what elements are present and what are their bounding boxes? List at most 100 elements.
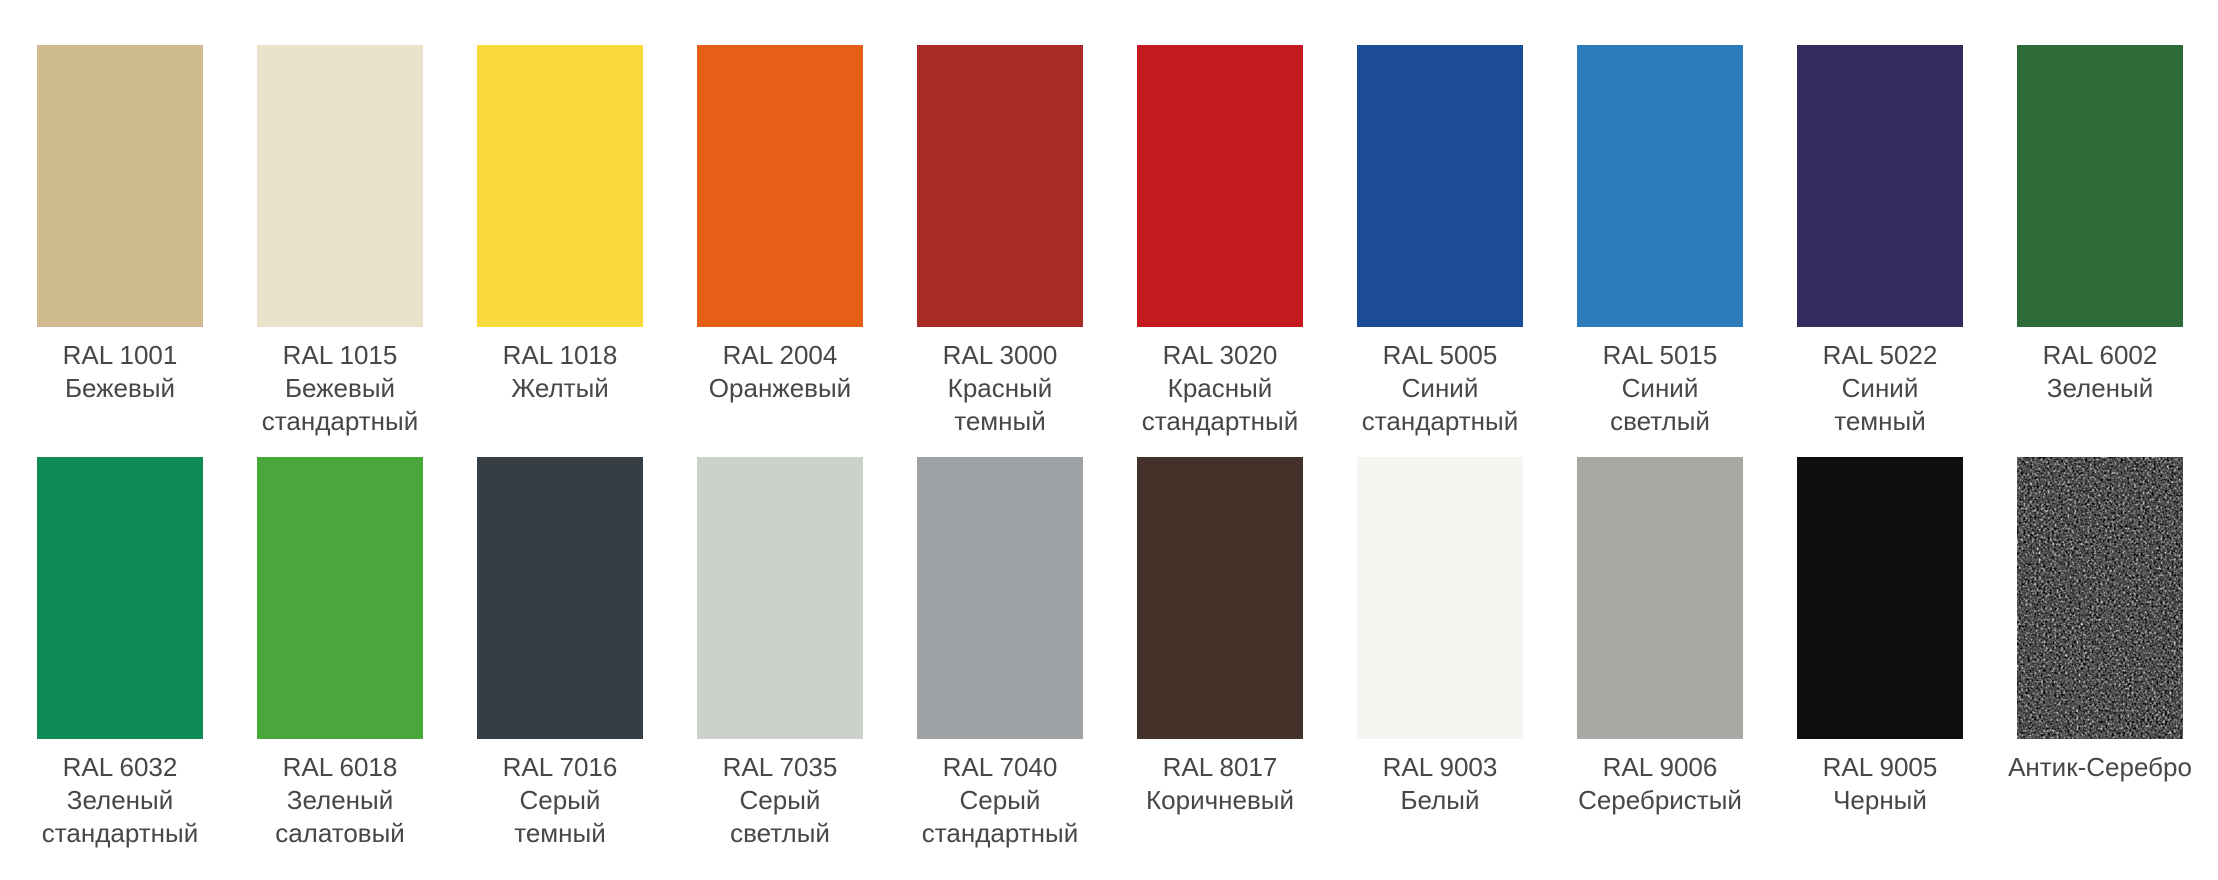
swatch-ral-5005 [1357,45,1523,327]
color-cell-antik-serebro: Антик-Серебро [2008,457,2192,850]
color-name-line: Зеленый [66,785,174,815]
color-label: Антик-Серебро [1989,751,2211,784]
color-cell-ral-1018: RAL 1018 Желтый [477,45,643,438]
color-cell-ral-7035: RAL 7035 Серый светлый [697,457,863,850]
color-name-line: стандартный [1361,406,1519,436]
color-name-line: Зеленый [286,785,394,815]
color-label: RAL 1001 Бежевый [9,339,231,405]
color-code: RAL 1015 [282,340,398,370]
swatch-antik-serebro [2017,457,2183,739]
swatch-ral-2004 [697,45,863,327]
color-name-line: стандартный [1141,406,1299,436]
swatch-ral-9003 [1357,457,1523,739]
color-name-line: Антик-Серебро [2008,752,2192,782]
color-name-line: стандартный [41,818,199,848]
swatch-ral-9006 [1577,457,1743,739]
color-name-line: стандартный [261,406,419,436]
swatch-ral-7040 [917,457,1083,739]
color-code: RAL 7040 [942,752,1058,782]
color-name-line: темный [954,406,1046,436]
color-label: RAL 8017 Коричневый [1109,751,1331,817]
color-cell-ral-5022: RAL 5022 Синий темный [1797,45,1963,438]
color-name-line: темный [1834,406,1926,436]
color-code: RAL 5015 [1602,340,1718,370]
antique-silver-speckle-texture [2017,457,2183,739]
color-cell-ral-1015: RAL 1015 Бежевый стандартный [257,45,423,438]
color-name-line: Бежевый [64,373,176,403]
color-code: RAL 6018 [282,752,398,782]
color-cell-ral-5005: RAL 5005 Синий стандартный [1357,45,1523,438]
color-code: RAL 5005 [1382,340,1498,370]
color-name-line: Серый [739,785,821,815]
swatch-ral-7016 [477,457,643,739]
swatch-ral-6018 [257,457,423,739]
color-name-line: Серый [959,785,1041,815]
color-label: RAL 6032 Зеленый стандартный [9,751,231,850]
swatch-ral-5015 [1577,45,1743,327]
color-name-line: Оранжевый [708,373,852,403]
color-cell-ral-9005: RAL 9005 Черный [1797,457,1963,850]
color-code: RAL 7035 [722,752,838,782]
color-name-line: салатовый [275,818,405,848]
color-name-line: Синий [1841,373,1919,403]
palette-row-2: RAL 6032 Зеленый стандартный RAL 6018 Зелен… [37,457,2218,850]
swatch-ral-6032 [37,457,203,739]
color-label: RAL 1015 Бежевый стандартный [229,339,451,438]
color-label: RAL 6018 Зеленый салатовый [229,751,451,850]
color-cell-ral-2004: RAL 2004 Оранжевый [697,45,863,438]
color-label: RAL 5005 Синий стандартный [1329,339,1551,438]
color-cell-ral-1001: RAL 1001 Бежевый [37,45,203,438]
color-label: RAL 7040 Серый стандартный [889,751,1111,850]
color-code: RAL 9003 [1382,752,1498,782]
color-code: RAL 5022 [1822,340,1938,370]
palette-row-1: RAL 1001 Бежевый RAL 1015 Бежевый стандартн… [37,45,2218,438]
color-name-line: Коричневый [1146,785,1294,815]
color-cell-ral-9006: RAL 9006 Серебристый [1577,457,1743,850]
color-code: RAL 3020 [1162,340,1278,370]
color-label: RAL 7016 Серый темный [449,751,671,850]
color-code: RAL 9006 [1602,752,1718,782]
color-name-line: темный [514,818,606,848]
color-name-line: Синий [1401,373,1479,403]
swatch-ral-3000 [917,45,1083,327]
color-cell-ral-3000: RAL 3000 Красный темный [917,45,1083,438]
color-name-line: Синий [1621,373,1699,403]
color-name-line: Серебристый [1578,785,1742,815]
color-code: RAL 1001 [62,340,178,370]
swatch-ral-6002 [2017,45,2183,327]
color-label: RAL 3000 Красный темный [889,339,1111,438]
color-name-line: Белый [1400,785,1480,815]
color-cell-ral-6032: RAL 6032 Зеленый стандартный [37,457,203,850]
color-code: RAL 8017 [1162,752,1278,782]
color-cell-ral-6002: RAL 6002 Зеленый [2017,45,2183,438]
color-cell-ral-3020: RAL 3020 Красный стандартный [1137,45,1303,438]
color-name-line: стандартный [921,818,1079,848]
color-name-line: Черный [1833,785,1927,815]
color-label: RAL 3020 Красный стандартный [1109,339,1331,438]
color-label: RAL 9003 Белый [1329,751,1551,817]
color-palette-grid: RAL 1001 Бежевый RAL 1015 Бежевый стандартн… [37,45,2218,850]
color-name-line: светлый [730,818,830,848]
swatch-ral-9005 [1797,457,1963,739]
color-name-line: Желтый [511,373,609,403]
color-label: RAL 6002 Зеленый [1989,339,2211,405]
color-label: RAL 9005 Черный [1769,751,1991,817]
color-name-line: светлый [1610,406,1710,436]
swatch-ral-8017 [1137,457,1303,739]
color-label: RAL 7035 Серый светлый [669,751,891,850]
color-cell-ral-8017: RAL 8017 Коричневый [1137,457,1303,850]
color-label: RAL 9006 Серебристый [1549,751,1771,817]
color-name-line: Зеленый [2046,373,2154,403]
color-cell-ral-7040: RAL 7040 Серый стандартный [917,457,1083,850]
color-cell-ral-7016: RAL 7016 Серый темный [477,457,643,850]
swatch-ral-1001 [37,45,203,327]
color-code: RAL 1018 [502,340,618,370]
swatch-ral-7035 [697,457,863,739]
color-code: RAL 3000 [942,340,1058,370]
swatch-ral-1015 [257,45,423,327]
color-cell-ral-9003: RAL 9003 Белый [1357,457,1523,850]
color-name-line: Бежевый [284,373,396,403]
swatch-ral-1018 [477,45,643,327]
swatch-ral-5022 [1797,45,1963,327]
